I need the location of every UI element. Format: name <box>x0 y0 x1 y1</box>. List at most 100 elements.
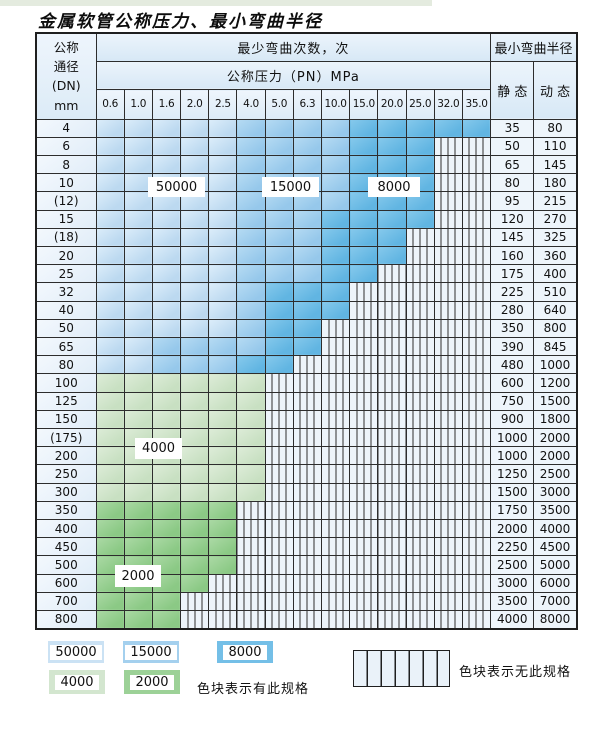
spec-cell-15000 <box>236 136 266 156</box>
no-spec-cell <box>405 227 435 247</box>
dn-cell: 450 <box>35 537 97 557</box>
spec-cell-8000 <box>320 227 351 247</box>
no-spec-cell <box>405 300 435 320</box>
spec-cell-15000 <box>236 300 266 320</box>
spec-cell-2000 <box>95 609 125 630</box>
no-spec-cell <box>433 391 463 411</box>
spec-cell-15000 <box>208 336 238 357</box>
no-spec-cell <box>377 500 407 520</box>
table-row: 600 3000 6000 <box>35 573 578 593</box>
spec-cell-8000 <box>264 300 294 320</box>
spec-cell-8000 <box>405 118 435 138</box>
static-value-cell: 1500 <box>490 482 535 502</box>
no-spec-cell <box>292 609 323 630</box>
spec-cell-50000 <box>123 336 153 357</box>
spec-cell-50000 <box>180 227 210 247</box>
static-header: 静 态 <box>490 60 535 120</box>
spec-cell-2000 <box>95 537 125 557</box>
table-row: 350 1750 3500 <box>35 500 578 520</box>
no-spec-cell <box>405 373 435 393</box>
no-spec-cell <box>433 300 463 320</box>
pressure-values-row: 0.6 1.0 1.6 2.0 2.5 4.0 5.0 6.3 10.0 15.0 20.0 25.0… <box>36 89 577 120</box>
no-spec-cell <box>405 555 435 575</box>
table-row: 25 175 400 <box>35 264 578 284</box>
spec-cell-50000 <box>208 209 238 229</box>
no-spec-cell <box>292 391 323 411</box>
no-spec-cell <box>461 500 492 520</box>
spec-cell-50000 <box>123 154 153 175</box>
spec-table: 公称 通径 (DN) mm 最少弯曲次数，次 最小弯曲半径 公称压力（PN）MP… <box>35 32 578 630</box>
spec-cell-8000 <box>349 136 379 156</box>
static-value-cell: 350 <box>490 318 535 338</box>
no-spec-cell <box>180 591 210 611</box>
dn-cell: 65 <box>35 336 97 357</box>
table-row: 50 350 800 <box>35 318 578 338</box>
pressure-unit-header: 公称压力（PN）MPa <box>95 60 492 91</box>
spec-cell-15000 <box>236 336 266 357</box>
spec-cell-50000 <box>208 264 238 284</box>
no-spec-cell <box>433 191 463 211</box>
top-accent-strip <box>0 0 432 6</box>
no-spec-cell <box>320 427 351 448</box>
no-spec-cell <box>433 591 463 611</box>
spec-cell-2000 <box>151 591 182 611</box>
no-spec-cell <box>433 373 463 393</box>
static-value-cell: 65 <box>490 154 535 175</box>
zone-label-15000: 15000 <box>262 177 319 197</box>
no-spec-cell <box>320 591 351 611</box>
spec-cell-50000 <box>151 209 182 229</box>
spec-cell-4000 <box>95 391 125 411</box>
no-spec-cell <box>405 609 435 630</box>
spec-cell-50000 <box>123 318 153 338</box>
spec-cell-15000 <box>264 227 294 247</box>
dn-cell: 150 <box>35 409 97 429</box>
no-spec-cell <box>433 209 463 229</box>
spec-cell-50000 <box>208 136 238 156</box>
spec-cell-2000 <box>180 573 210 593</box>
spec-cell-50000 <box>208 318 238 338</box>
no-spec-cell <box>320 555 351 575</box>
no-spec-cell <box>405 482 435 502</box>
no-spec-cell <box>236 591 266 611</box>
spec-cell-50000 <box>123 282 153 302</box>
static-value-cell: 3500 <box>490 591 535 611</box>
spec-cell-2000 <box>123 518 153 539</box>
table-row: 15 120 270 <box>35 209 578 229</box>
spec-cell-8000 <box>349 118 379 138</box>
no-spec-cell <box>320 409 351 429</box>
spec-cell-15000 <box>292 264 323 284</box>
spec-cell-50000 <box>95 300 125 320</box>
no-spec-cell <box>349 318 379 338</box>
spec-cell-50000 <box>208 282 238 302</box>
spec-cell-15000 <box>208 355 238 375</box>
spec-cell-2000 <box>123 537 153 557</box>
no-spec-cell <box>461 154 492 175</box>
spec-cell-50000 <box>95 318 125 338</box>
pressure-col-header: 4.0 <box>236 89 266 120</box>
spec-cell-15000 <box>292 136 323 156</box>
spec-cell-50000 <box>180 209 210 229</box>
legend-value-15000: 15000 <box>125 644 177 660</box>
spec-cell-8000 <box>461 118 492 138</box>
no-spec-cell <box>349 427 379 448</box>
spec-cell-4000 <box>208 391 238 411</box>
no-spec-cell <box>461 209 492 229</box>
no-spec-cell <box>292 355 323 375</box>
no-spec-cell <box>377 427 407 448</box>
spec-cell-50000 <box>95 227 125 247</box>
spec-cell-8000 <box>349 264 379 284</box>
table-row: 8 65 145 <box>35 154 578 175</box>
spec-cell-8000 <box>264 282 294 302</box>
spec-cell-2000 <box>151 518 182 539</box>
spec-cell-4000 <box>95 409 125 429</box>
static-value-cell: 480 <box>490 355 535 375</box>
no-spec-cell <box>377 555 407 575</box>
table-row: 150 900 1800 <box>35 409 578 429</box>
spec-cell-4000 <box>208 464 238 484</box>
no-spec-cell <box>320 573 351 593</box>
dn-cell: 700 <box>35 591 97 611</box>
no-spec-cell <box>349 609 379 630</box>
spec-cell-4000 <box>208 373 238 393</box>
no-spec-cell <box>292 373 323 393</box>
no-spec-cell <box>433 555 463 575</box>
